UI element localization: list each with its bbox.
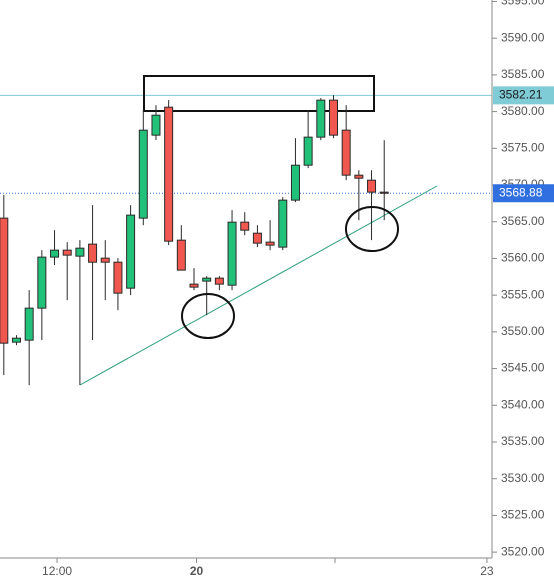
y-tick-label: 3560.00 <box>501 251 545 265</box>
y-tick-label: 3555.00 <box>501 287 545 301</box>
candle-body <box>176 239 186 271</box>
y-tick-label: 3590.00 <box>501 30 545 44</box>
price-label-box <box>493 184 554 203</box>
candle-body <box>341 129 351 176</box>
candle-body <box>316 99 326 138</box>
candle-body <box>265 241 275 246</box>
candle-body <box>202 277 212 282</box>
candle-body <box>379 191 389 194</box>
candle-body <box>11 337 21 343</box>
candle-body <box>290 164 300 201</box>
y-tick-label: 3520.00 <box>501 544 545 558</box>
y-tick-label: 3585.00 <box>501 67 545 81</box>
candle-body <box>37 256 47 309</box>
candle-body <box>88 243 98 263</box>
price-label: 3568.88 <box>499 185 543 199</box>
x-tick-label: 20 <box>190 564 204 578</box>
candle-body <box>126 214 136 289</box>
candle-body <box>0 217 9 344</box>
y-tick-label: 3550.00 <box>501 324 545 338</box>
candle-body <box>189 283 199 288</box>
support-circle <box>181 293 235 339</box>
candle-body <box>164 106 174 242</box>
candle-body <box>214 277 224 285</box>
y-tick-label: 3540.00 <box>501 397 545 411</box>
candle-body <box>252 232 262 244</box>
candle-body <box>354 174 364 179</box>
trend-line <box>79 185 438 386</box>
y-tick-label: 3575.00 <box>501 140 545 154</box>
price-label-box <box>493 86 554 105</box>
y-tick-label: 3580.00 <box>501 104 545 118</box>
candle-body <box>138 129 148 219</box>
candle-body <box>62 249 72 256</box>
candle-body <box>75 247 85 257</box>
candle-body <box>50 249 60 258</box>
candle-body <box>227 221 237 286</box>
y-tick-label: 3545.00 <box>501 361 545 375</box>
candle-body <box>328 99 338 136</box>
x-tick-label: 23 <box>480 564 494 578</box>
price-label: 3582.21 <box>499 88 543 102</box>
y-tick-label: 3525.00 <box>501 508 545 522</box>
resistance-box <box>143 75 375 112</box>
candle-body <box>278 199 288 248</box>
y-tick-label: 3595.00 <box>501 0 545 8</box>
candle-body <box>151 114 161 136</box>
candle-body <box>113 261 123 294</box>
y-tick-label: 3530.00 <box>501 471 545 485</box>
candle-body <box>24 307 34 341</box>
x-tick-label: 12:00 <box>42 564 72 578</box>
candle-body <box>367 179 377 193</box>
candle-body <box>240 221 250 231</box>
candle-body <box>100 257 110 263</box>
y-tick-label: 3565.00 <box>501 214 545 228</box>
candle-body <box>303 136 313 166</box>
support-circle <box>345 206 399 252</box>
y-tick-label: 3535.00 <box>501 434 545 448</box>
